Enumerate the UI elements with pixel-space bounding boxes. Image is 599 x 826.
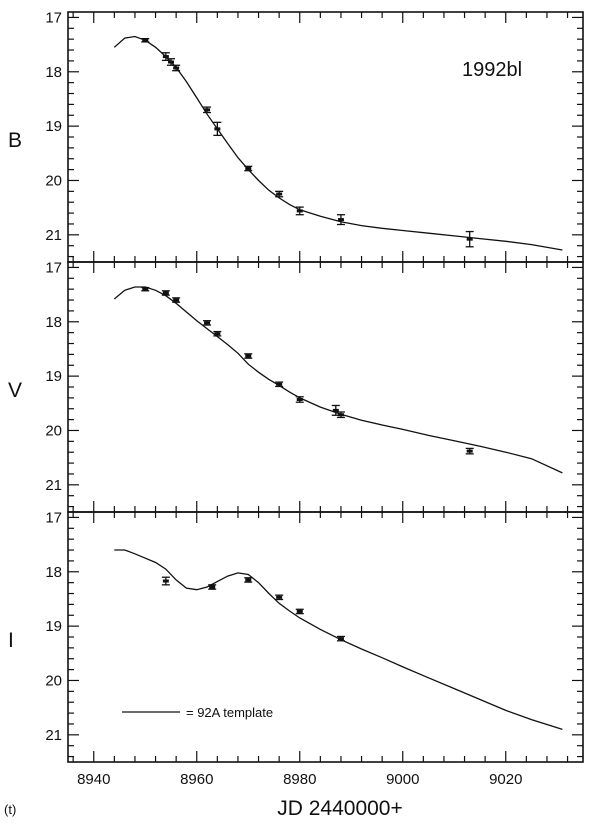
data-point-marker: [276, 595, 283, 599]
data-point: [172, 297, 181, 303]
data-point-marker: [296, 398, 303, 401]
y-tick-label: 19: [45, 118, 62, 135]
band-label-v: V: [8, 379, 22, 402]
x-tick-label: 9020: [489, 771, 522, 788]
data-point: [275, 381, 284, 388]
data-point-marker: [332, 408, 339, 412]
data-point: [295, 396, 304, 403]
panel-frame-v: [67, 261, 584, 513]
data-point: [208, 584, 217, 590]
band-label-b: B: [8, 129, 22, 152]
data-point-marker: [168, 60, 174, 64]
data-point: [141, 37, 150, 43]
data-point: [172, 64, 181, 72]
data-point-marker: [204, 108, 211, 112]
data-point: [465, 447, 474, 455]
x-axis-label: JD 2440000+: [277, 797, 403, 820]
y-tick-label: 21: [45, 727, 62, 744]
data-point-marker: [214, 332, 221, 336]
panel-i: 17 18 19 20 21 I 8940 8960 8980 9000 9020: [8, 509, 584, 788]
template-curve-v: [113, 286, 563, 474]
data-point: [141, 286, 150, 292]
data-point: [275, 594, 284, 601]
y-tick-label: 17: [45, 509, 62, 526]
data-point-marker: [204, 321, 211, 325]
data-point-marker: [276, 192, 283, 196]
data-point-marker: [162, 55, 169, 59]
data-point-marker: [337, 413, 344, 417]
data-point-marker: [245, 354, 252, 358]
data-point-marker: [296, 209, 303, 213]
panels-layer: 17 18 19 20 21 B 17 18 19 20 21 V 17 18 19 20 21 I 8940 896…: [8, 9, 584, 788]
data-point-marker: [296, 609, 303, 613]
data-point: [161, 576, 170, 586]
y-tick-label: 20: [45, 422, 62, 439]
y-tick-label: 21: [45, 477, 62, 494]
data-point: [244, 577, 253, 583]
y-tick-label: 20: [45, 672, 62, 689]
x-tick-label: 8940: [77, 771, 110, 788]
y-tick-label: 19: [45, 368, 62, 385]
template-curve-b: [113, 35, 563, 251]
supernova-label: 1992bl: [462, 59, 522, 81]
y-tick-label: 19: [45, 618, 62, 635]
data-point: [295, 206, 304, 216]
data-point: [465, 230, 474, 248]
data-point-marker: [173, 298, 180, 302]
data-point-marker: [142, 38, 149, 42]
legend-label: = 92A template: [186, 705, 273, 720]
data-point: [275, 190, 284, 198]
y-tick-label: 21: [45, 227, 62, 244]
data-point: [336, 411, 345, 419]
data-point-marker: [337, 218, 344, 222]
y-tick-label: 17: [45, 9, 62, 26]
x-tick-label: 8980: [283, 771, 316, 788]
y-tick-label: 17: [45, 259, 62, 276]
x-tick-label: 8960: [180, 771, 213, 788]
data-point-marker: [173, 66, 180, 70]
data-point-marker: [245, 167, 252, 171]
template-curve-i: [114, 549, 563, 731]
data-point-marker: [276, 382, 283, 386]
y-tick-label: 18: [45, 64, 62, 81]
data-point-marker: [162, 291, 169, 295]
data-point-marker: [337, 637, 344, 641]
data-point: [203, 320, 212, 326]
panel-frame-b: [67, 11, 584, 263]
data-point: [213, 121, 222, 137]
data-point: [161, 290, 170, 296]
data-point: [213, 330, 222, 337]
data-point: [244, 165, 253, 172]
data-point: [336, 214, 345, 226]
panel-frame-i: [67, 511, 584, 763]
data-point: [161, 52, 170, 62]
y-tick-label: 18: [45, 314, 62, 331]
band-label-i: I: [8, 629, 14, 652]
y-tick-label: 20: [45, 172, 62, 189]
data-point-marker: [245, 578, 252, 582]
data-point-marker: [142, 287, 149, 291]
data-point-marker: [209, 585, 216, 589]
data-point-marker: [214, 127, 221, 131]
data-point-marker: [466, 237, 473, 241]
y-tick-label: 18: [45, 564, 62, 581]
data-point: [203, 106, 212, 114]
data-point: [244, 353, 253, 359]
data-point: [336, 635, 345, 642]
panel-tag: (t): [4, 802, 16, 817]
data-point-marker: [162, 579, 169, 583]
data-point-marker: [466, 449, 473, 453]
x-tick-label: 9000: [386, 771, 419, 788]
panel-v: 17 18 19 20 21 V: [8, 259, 584, 513]
data-point: [295, 608, 304, 615]
panel-b: 17 18 19 20 21 B: [8, 9, 584, 263]
